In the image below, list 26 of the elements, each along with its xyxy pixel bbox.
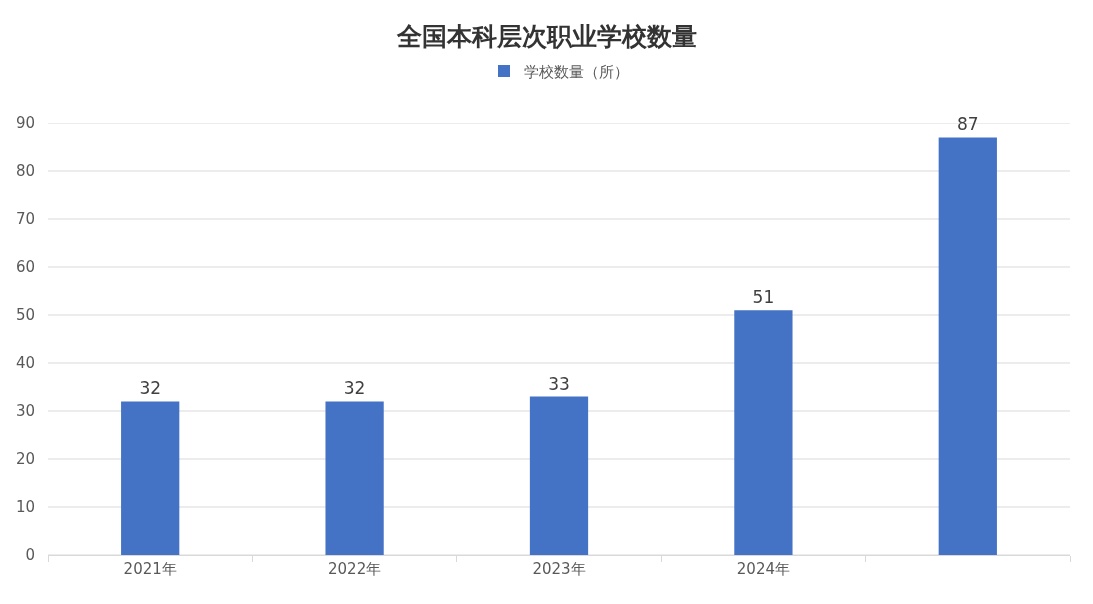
x-tick-label: 2022年 bbox=[328, 560, 382, 578]
y-tick-label: 90 bbox=[15, 114, 35, 133]
bar bbox=[734, 310, 793, 555]
y-tick-label: 10 bbox=[15, 498, 35, 517]
y-tick-label: 40 bbox=[15, 354, 35, 373]
legend-label: 学校数量（所） bbox=[524, 62, 629, 81]
y-tick-label: 60 bbox=[15, 258, 35, 277]
x-tick-label: 2024年 bbox=[736, 560, 790, 578]
bar bbox=[529, 396, 589, 555]
data-label: 33 bbox=[548, 373, 570, 394]
y-tick-label: 50 bbox=[15, 306, 35, 325]
data-label: 51 bbox=[752, 287, 775, 308]
x-tick-label: 2023年 bbox=[532, 560, 586, 578]
data-label: 87 bbox=[956, 114, 979, 135]
x-tick-label: 2021年 bbox=[123, 560, 177, 578]
data-label: 32 bbox=[139, 378, 162, 399]
bar bbox=[325, 401, 384, 555]
y-tick-label: 0 bbox=[25, 546, 35, 565]
y-tick-label: 80 bbox=[15, 162, 35, 181]
chart-title: 全国本科层次职业学校数量 bbox=[395, 21, 697, 51]
bar bbox=[121, 401, 180, 555]
y-tick-label: 70 bbox=[15, 210, 35, 229]
data-label: 32 bbox=[343, 378, 366, 399]
y-tick-label: 20 bbox=[15, 450, 35, 469]
bar bbox=[938, 137, 997, 555]
y-tick-label: 30 bbox=[15, 402, 35, 421]
